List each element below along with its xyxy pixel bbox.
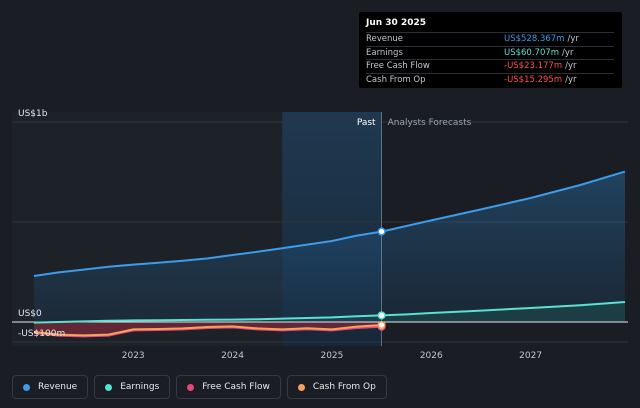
earnings-area [33,302,625,323]
y-tick-label: -US$100m [18,329,65,339]
legend-item-earnings[interactable]: Earnings [94,375,171,399]
tooltip-unit: /yr [567,34,579,45]
legend-item-cash-from-op[interactable]: Cash From Op [286,375,387,399]
x-tick-label: 2027 [519,351,542,361]
x-tick-label: 2023 [122,351,145,361]
legend-item-free-cash-flow[interactable]: Free Cash Flow [176,375,281,399]
earnings-marker [377,311,386,320]
legend-dot-icon [187,383,195,391]
x-tick-label: 2024 [221,351,244,361]
y-tick-label: US$1b [18,109,48,119]
past-label: Past [357,118,376,128]
tooltip-row-free-cash-flow: Free Cash Flow -US$23.177m /yr [366,59,614,73]
earnings-line [33,301,626,324]
cash-from-op-line [33,324,382,337]
legend-label: Revenue [38,382,78,392]
x-tick-label: 2026 [420,351,443,361]
legend-label: Free Cash Flow [202,382,270,392]
legend-label: Cash From Op [312,382,376,392]
tooltip-label: Free Cash Flow [366,61,430,72]
tooltip-date: Jun 30 2025 [366,18,427,28]
legend-dot-icon [23,383,30,391]
tooltip-value: -US$15.295m [504,74,563,85]
x-tick-label: 2025 [320,351,343,361]
tooltip: Jun 30 2025 Revenue US$528.367m /yr Earn… [359,12,622,88]
tooltip-unit: /yr [565,61,577,72]
tooltip-row-cash-from-op: Cash From Op -US$15.295m /yr [366,72,614,87]
tooltip-row-revenue: Revenue US$528.367m /yr [366,32,614,46]
legend-label: Earnings [120,382,160,392]
tooltip-label: Earnings [366,47,403,58]
y-tick-label: US$0 [18,309,42,319]
tooltip-value: US$528.367m [504,34,565,45]
cash-from-op-marker [377,320,386,330]
tooltip-unit: /yr [565,74,577,85]
revenue-line [33,170,626,277]
revenue-marker [377,227,386,236]
revenue-area [33,171,625,322]
tooltip-row-earnings: Earnings US$60.707m /yr [366,45,614,60]
tooltip-label: Cash From Op [366,74,426,85]
tooltip-unit: /yr [562,47,574,58]
tooltip-value: -US$23.177m [504,61,563,72]
legend-dot-icon [297,383,305,391]
tooltip-label: Revenue [366,34,404,45]
legend-item-revenue[interactable]: Revenue [12,375,89,399]
forecast-label: Analysts Forecasts [388,118,472,128]
tooltip-value: US$60.707m [504,47,560,58]
legend-dot-icon [105,383,113,391]
legend: Revenue Earnings Free Cash Flow Cash Fro… [12,375,387,399]
